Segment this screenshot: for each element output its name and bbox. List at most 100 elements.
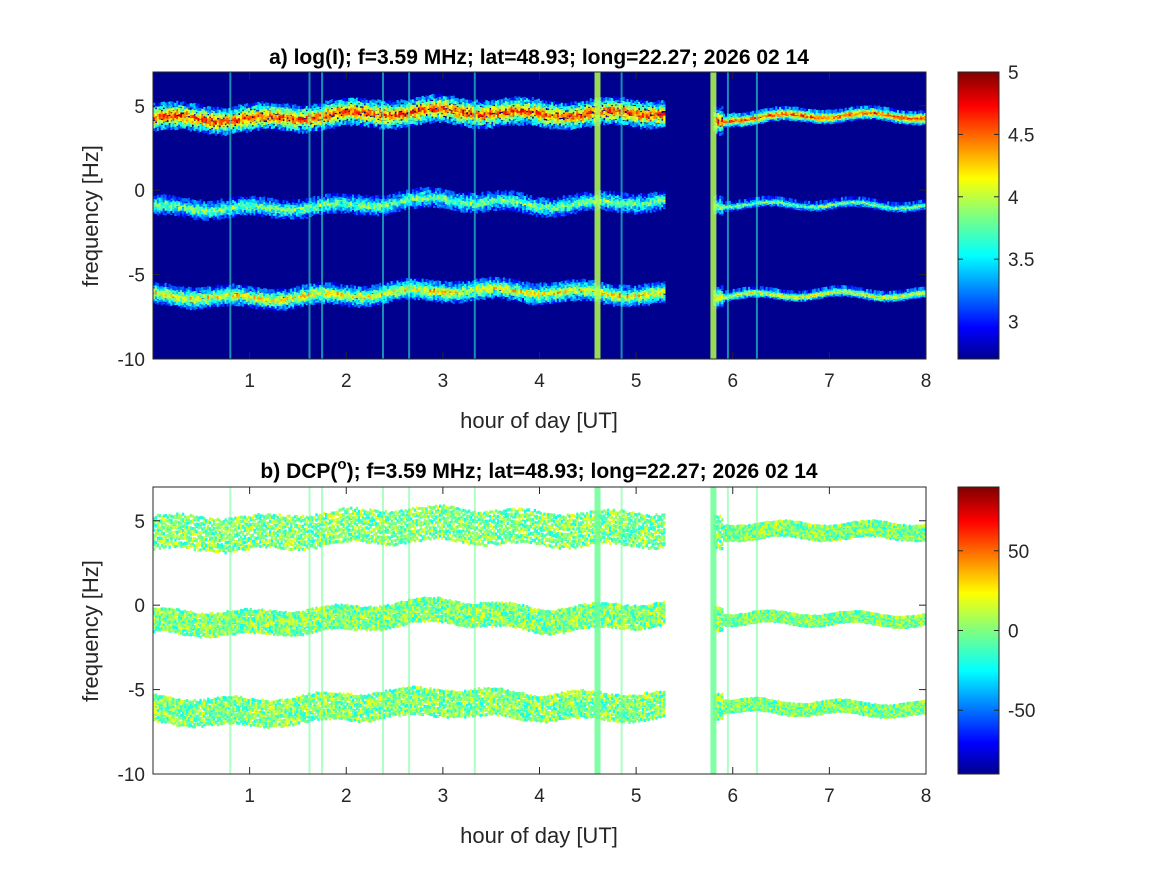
heatmap-cell [572,101,575,106]
heatmap-cell [303,213,306,217]
heatmap-cell [920,110,923,114]
heatmap-cell [174,109,177,113]
heatmap-cell [400,112,403,116]
heatmap-cell [498,101,502,106]
heatmap-cell [162,211,165,216]
heatmap-cell [218,120,221,124]
heatmap-cell [162,113,165,118]
heatmap-cell [611,106,614,110]
heatmap-cell [553,101,556,105]
heatmap-cell [363,212,366,216]
heatmap-cell [440,98,444,102]
heatmap-cell [261,206,264,210]
heatmap-cell [350,211,353,215]
heatmap-cell [558,103,562,107]
heatmap-cell [317,196,320,200]
heatmap-cell [336,107,339,111]
heatmap-cell [294,199,297,204]
heatmap-cell [269,105,272,109]
heatmap-cell [211,209,214,214]
heatmap-cell [153,102,156,106]
heatmap-cell [367,120,370,124]
heatmap-cell [898,112,902,116]
heatmap-cell [898,118,902,122]
heatmap-cell [185,205,189,209]
heatmap-cell [354,199,357,203]
heatmap-cell [201,122,204,126]
heatmap-cell [276,212,279,216]
heatmap-cell [201,129,204,133]
heatmap-cell [419,97,422,101]
heatmap-cell [601,115,604,119]
heatmap-cell [191,109,194,113]
heatmap-cell [282,103,285,107]
heatmap-cell [895,114,898,118]
heatmap-cell [270,197,274,202]
heatmap-cell [661,120,664,124]
heatmap-cell [216,130,220,134]
heatmap-cell [891,111,894,115]
heatmap-cell [326,109,330,113]
heatmap-cell [212,128,216,133]
heatmap-cell [498,105,502,109]
heatmap-cell [251,103,254,107]
heatmap-cell [817,109,821,114]
heatmap-cell [632,115,635,119]
heatmap-cell [607,108,610,112]
heatmap-cell [363,206,366,210]
heatmap-cell [251,126,254,130]
heatmap-cell [454,105,457,109]
heatmap-cell [647,124,650,128]
heatmap-cell [195,109,198,113]
heatmap-cell [330,199,334,203]
heatmap-cell [216,202,220,206]
heatmap-cell [313,207,316,211]
heatmap-cell [263,199,266,203]
heatmap-cell [522,105,525,109]
heatmap-cell [603,114,606,118]
heatmap-cell [412,113,415,117]
heatmap-cell [508,101,511,105]
heatmap-cell [794,118,797,122]
heatmap-cell [383,210,386,214]
heatmap-cell [160,195,163,199]
heatmap-cell [330,196,334,200]
heatmap-cell [338,108,341,112]
heatmap-cell [790,114,793,118]
heatmap-cell [723,115,726,119]
heatmap-cell [342,193,345,197]
heatmap-cell [319,111,322,115]
heatmap-cell [377,207,380,211]
heatmap-cell [344,110,347,114]
heatmap-cell [189,103,192,107]
heatmap-cell [564,121,567,125]
heatmap-cell [352,119,355,123]
heatmap-cell [245,103,249,107]
heatmap-cell [296,209,299,213]
heatmap-cell [477,111,480,115]
heatmap-cell [187,120,191,124]
heatmap-cell [357,107,361,111]
heatmap-cell [294,203,297,207]
heatmap-cell [247,103,250,108]
heatmap-cell [263,200,266,204]
heatmap-cell [292,104,295,108]
heatmap-cell [663,117,666,122]
heatmap-cell [309,127,312,131]
heatmap-cell [334,105,337,109]
heatmap-cell [369,106,372,111]
heatmap-cell [199,104,202,108]
heatmap-cell [717,121,720,125]
heatmap-cell [444,104,448,108]
heatmap-cell [267,112,270,116]
heatmap-cell [386,103,390,107]
heatmap-cell [589,104,592,108]
heatmap-cell [491,122,494,127]
heatmap-cell [468,99,471,103]
heatmap-cell [390,103,393,107]
heatmap-cell [481,119,484,123]
heatmap-cell [236,205,239,209]
heatmap-cell [251,195,254,200]
heatmap-cell [224,108,227,112]
heatmap-cell [189,118,192,122]
